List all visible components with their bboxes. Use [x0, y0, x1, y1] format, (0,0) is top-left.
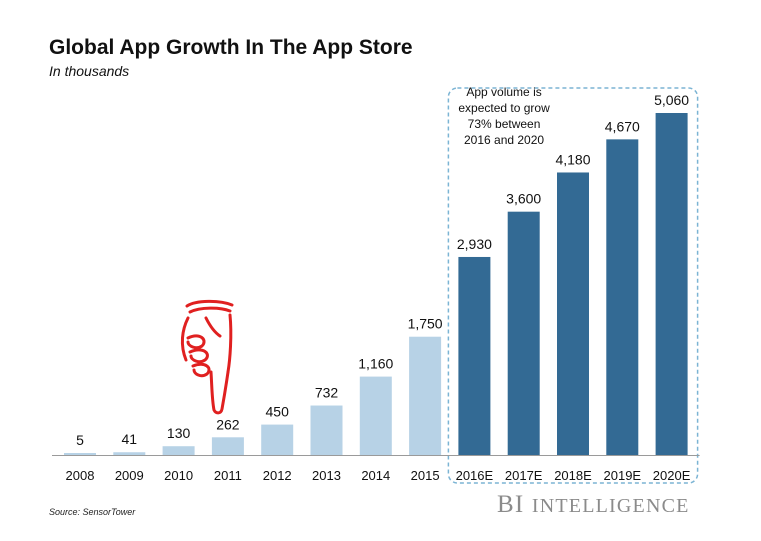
chart-title: Global App Growth In The App Store [49, 36, 413, 59]
bar [261, 424, 294, 455]
chart-subtitle: In thousands [49, 63, 130, 79]
annotation-line: 73% between [468, 117, 541, 131]
bar [211, 437, 244, 455]
data-label: 5 [76, 432, 84, 448]
bar [606, 139, 639, 455]
data-label: 41 [122, 431, 138, 447]
data-label: 450 [266, 404, 290, 420]
data-label: 262 [216, 416, 240, 432]
data-label: 3,600 [506, 191, 541, 207]
x-tick-label: 2016E [456, 468, 494, 483]
x-tick-label: 2011 [214, 468, 242, 483]
x-tick-label: 2019E [604, 468, 642, 483]
x-tick-label: 2008 [66, 468, 95, 483]
data-label: 4,670 [605, 118, 640, 134]
data-label: 4,180 [555, 151, 590, 167]
data-label: 1,160 [358, 356, 393, 372]
x-tick-label: 2009 [115, 468, 144, 483]
x-tick-label: 2020E [653, 468, 691, 483]
bar [507, 211, 540, 455]
x-tick-label: 2012 [263, 468, 292, 483]
x-tick-label: 2018E [554, 468, 592, 483]
annotation-line: 2016 and 2020 [464, 133, 544, 147]
data-label: 2,930 [457, 236, 492, 252]
x-tick-label: 2015 [411, 468, 440, 483]
brand-logo: BI INTELLIGENCE [497, 491, 690, 518]
bar [162, 446, 195, 455]
forecast-highlight-box [447, 87, 699, 484]
bar [458, 256, 491, 455]
annotation-line: expected to grow [458, 101, 550, 115]
bar [409, 336, 442, 455]
x-tick-label: 2010 [164, 468, 193, 483]
annotation-line: App volume is [466, 85, 541, 99]
data-label: 1,750 [408, 316, 443, 332]
source-note: Source: SensorTower [49, 507, 136, 517]
x-tick-label: 2017E [505, 468, 543, 483]
x-tick-label: 2014 [361, 468, 390, 483]
x-tick-label: 2013 [312, 468, 341, 483]
bar [359, 376, 392, 455]
bar [64, 453, 96, 455]
bar [655, 113, 688, 455]
data-label: 130 [167, 425, 191, 441]
data-label: 5,060 [654, 92, 689, 108]
data-label: 732 [315, 385, 339, 401]
pointing-hand-icon [180, 299, 234, 415]
bar [113, 452, 146, 455]
bar [310, 405, 343, 455]
bar [557, 172, 589, 455]
